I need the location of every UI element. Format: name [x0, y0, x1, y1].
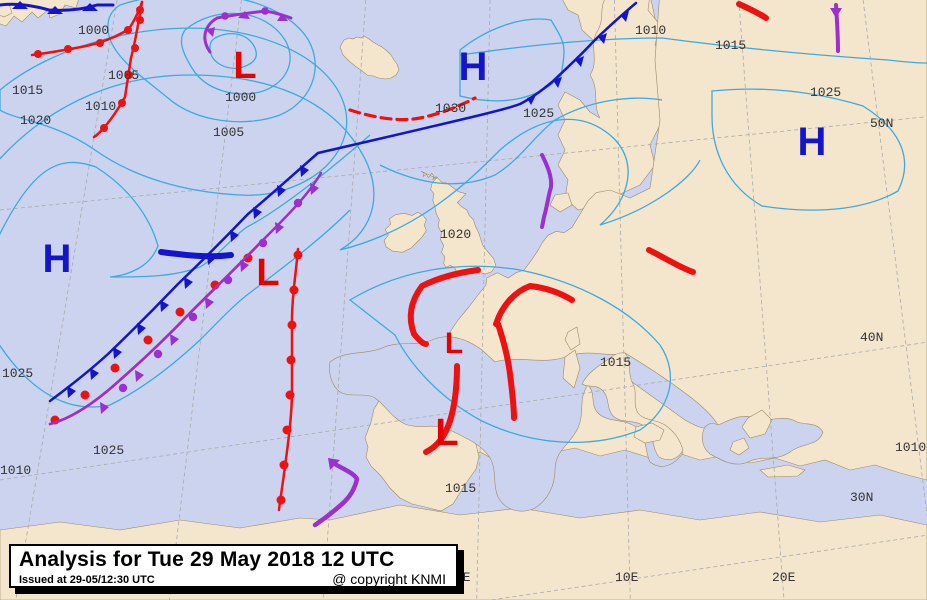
svg-text:1015: 1015 — [12, 83, 43, 98]
svg-text:20E: 20E — [772, 570, 796, 585]
svg-text:50N: 50N — [870, 116, 893, 131]
svg-text:1025: 1025 — [93, 443, 124, 458]
svg-text:1010: 1010 — [0, 463, 31, 478]
svg-text:1020: 1020 — [20, 113, 51, 128]
svg-text:1000: 1000 — [78, 23, 109, 38]
svg-text:L: L — [233, 45, 256, 87]
svg-text:1025: 1025 — [2, 366, 33, 381]
svg-text:1025: 1025 — [810, 85, 841, 100]
svg-text:1005: 1005 — [108, 68, 139, 83]
svg-text:1010: 1010 — [635, 23, 666, 38]
svg-text:40N: 40N — [860, 330, 883, 345]
svg-text:1020: 1020 — [440, 227, 471, 242]
svg-text:10E: 10E — [615, 570, 639, 585]
svg-text:H: H — [43, 237, 72, 281]
svg-text:1015: 1015 — [445, 481, 476, 496]
svg-text:1010: 1010 — [85, 99, 116, 114]
svg-text:L: L — [435, 412, 458, 454]
svg-text:30N: 30N — [850, 490, 873, 505]
svg-text:1015: 1015 — [600, 355, 631, 370]
svg-text:1010: 1010 — [895, 440, 926, 455]
svg-text:H: H — [459, 45, 488, 89]
svg-text:1025: 1025 — [523, 106, 554, 121]
svg-text:L: L — [445, 327, 463, 360]
svg-text:1015: 1015 — [715, 38, 746, 53]
svg-text:1005: 1005 — [213, 125, 244, 140]
svg-text:1030: 1030 — [435, 101, 466, 116]
svg-text:L: L — [256, 252, 279, 294]
svg-text:H: H — [798, 120, 827, 164]
svg-text:1000: 1000 — [225, 90, 256, 105]
